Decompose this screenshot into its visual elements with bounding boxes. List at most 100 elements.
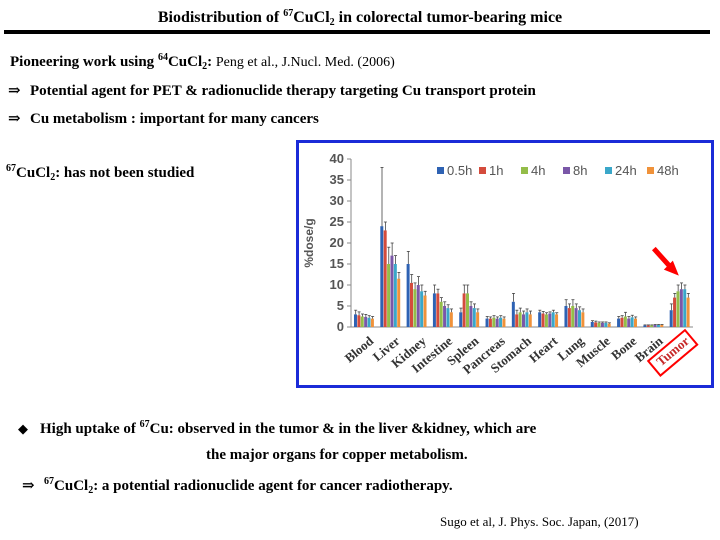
bar-brain-4h xyxy=(650,325,654,327)
bar-brain-24h xyxy=(656,324,660,327)
legend-swatch-48h xyxy=(647,167,654,174)
bullet-cu-metabolism: ⇒ Cu metabolism : important for many canc… xyxy=(8,111,319,127)
y-axis-label: %dose/g xyxy=(302,218,316,267)
bar-kidney-0.5h xyxy=(406,264,410,327)
bar-heart-24h xyxy=(551,312,555,327)
biodistribution-chart: 0 5 10 15 20 25 30 35 40 %dose/g Blood Liver Kidney I… xyxy=(296,140,714,388)
bar-heart-48h xyxy=(555,314,559,327)
bar-lung-48h xyxy=(581,312,585,327)
not-studied-line: 67CuCl2: has not been studied xyxy=(6,163,195,183)
legend-label-8h: 8h xyxy=(573,163,587,178)
bar-blood-24h xyxy=(367,317,371,327)
bar-pancreas-4h xyxy=(492,317,496,327)
bar-kidney-24h xyxy=(420,291,424,327)
bar-bone-1h xyxy=(620,317,624,327)
finding-line-2: the major organs for copper metabolism. xyxy=(206,447,468,463)
bar-heart-4h xyxy=(544,314,548,327)
bar-tumor-8h xyxy=(679,289,683,327)
bar-pancreas-8h xyxy=(495,318,499,327)
legend-swatch-0.5h xyxy=(437,167,444,174)
pioneering-work-line: Pioneering work using 64CuCl2: Peng et a… xyxy=(10,52,395,72)
bar-bone-0.5h xyxy=(617,318,621,327)
bar-pancreas-1h xyxy=(488,318,492,327)
bar-liver-4h xyxy=(387,264,391,327)
bar-spleen-8h xyxy=(469,306,473,327)
bar-spleen-1h xyxy=(462,293,466,327)
bar-heart-0.5h xyxy=(538,312,542,327)
legend-label-24h: 24h xyxy=(615,163,637,178)
bar-bone-8h xyxy=(627,318,631,327)
bar-heart-8h xyxy=(548,313,552,327)
bar-blood-0.5h xyxy=(354,314,357,327)
bar-liver-24h xyxy=(393,264,397,327)
bar-muscle-4h xyxy=(597,322,601,327)
bar-liver-8h xyxy=(390,255,394,327)
bar-pancreas-0.5h xyxy=(485,318,489,327)
bar-blood-4h xyxy=(360,316,364,327)
bar-tumor-4h xyxy=(676,291,680,327)
tumor-highlight-box xyxy=(646,328,699,377)
bar-blood-1h xyxy=(357,315,361,327)
y-tick-label: 5 xyxy=(337,298,344,313)
legend-swatch-24h xyxy=(605,167,612,174)
bar-lung-8h xyxy=(574,308,578,327)
bullet-pet-therapy: ⇒ Potential agent for PET & radionuclide … xyxy=(8,83,536,99)
peng-reference: Peng et al., J.Nucl. Med. (2006) xyxy=(215,55,395,70)
bar-spleen-48h xyxy=(476,312,480,327)
citation: Sugo et al, J. Phys. Soc. Japan, (2017) xyxy=(440,514,639,529)
finding-line: ◆ High uptake of 67Cu: observed in the tu… xyxy=(18,419,537,437)
y-tick-label: 10 xyxy=(330,277,344,292)
implies-arrow-icon: ⇒ xyxy=(8,83,21,99)
y-tick-label: 20 xyxy=(330,235,344,250)
bar-stomach-1h xyxy=(515,314,519,327)
bar-bone-24h xyxy=(630,317,634,327)
bar-muscle-8h xyxy=(600,322,604,327)
bar-brain-1h xyxy=(646,325,650,327)
legend-swatch-1h xyxy=(479,167,486,174)
bar-muscle-24h xyxy=(604,322,608,327)
title-underline xyxy=(4,30,710,34)
bar-spleen-4h xyxy=(466,293,469,327)
bar-liver-48h xyxy=(397,278,401,327)
bar-intestine-4h xyxy=(439,301,443,327)
bar-intestine-24h xyxy=(446,308,450,327)
bar-heart-1h xyxy=(541,313,545,327)
bar-muscle-48h xyxy=(607,323,611,327)
bar-stomach-4h xyxy=(518,312,522,327)
bar-stomach-48h xyxy=(528,314,532,327)
bar-intestine-0.5h xyxy=(432,293,436,327)
bar-kidney-4h xyxy=(413,289,417,327)
bar-blood-8h xyxy=(364,316,368,327)
legend-label-48h: 48h xyxy=(657,163,679,178)
bar-lung-1h xyxy=(567,308,571,327)
bar-chart-svg: 0510152025303540%dose/gBloodLiverKidneyI… xyxy=(302,151,699,377)
y-tick-label: 35 xyxy=(330,172,344,187)
bar-kidney-1h xyxy=(410,282,413,327)
bar-brain-48h xyxy=(660,324,664,327)
bar-tumor-48h xyxy=(686,297,690,327)
bar-tumor-1h xyxy=(673,297,677,327)
implies-arrow-icon: ⇒ xyxy=(8,111,21,127)
bar-spleen-24h xyxy=(472,308,476,327)
legend-swatch-4h xyxy=(521,167,528,174)
y-tick-label: 15 xyxy=(330,256,344,271)
bar-liver-0.5h xyxy=(380,226,384,327)
implies-arrow-icon: ⇒ xyxy=(22,478,35,494)
bar-tumor-0.5h xyxy=(669,310,673,327)
bar-bone-4h xyxy=(623,316,627,327)
y-tick-label: 0 xyxy=(337,319,344,334)
bar-kidney-8h xyxy=(416,285,420,327)
bar-stomach-8h xyxy=(522,314,525,327)
bar-tumor-24h xyxy=(683,289,687,327)
bar-intestine-1h xyxy=(436,293,440,327)
bar-liver-1h xyxy=(383,230,387,327)
diamond-bullet-icon: ◆ xyxy=(18,421,28,436)
x-tick-label-heart: Heart xyxy=(526,333,561,366)
legend-swatch-8h xyxy=(563,167,570,174)
slide-title: Biodistribution of 67CuCl2 in colorectal… xyxy=(157,8,563,28)
bar-blood-48h xyxy=(370,318,374,327)
red-arrow-head-icon xyxy=(663,260,679,276)
bar-intestine-8h xyxy=(443,306,447,327)
y-tick-label: 40 xyxy=(330,151,344,166)
bar-muscle-1h xyxy=(594,322,598,327)
